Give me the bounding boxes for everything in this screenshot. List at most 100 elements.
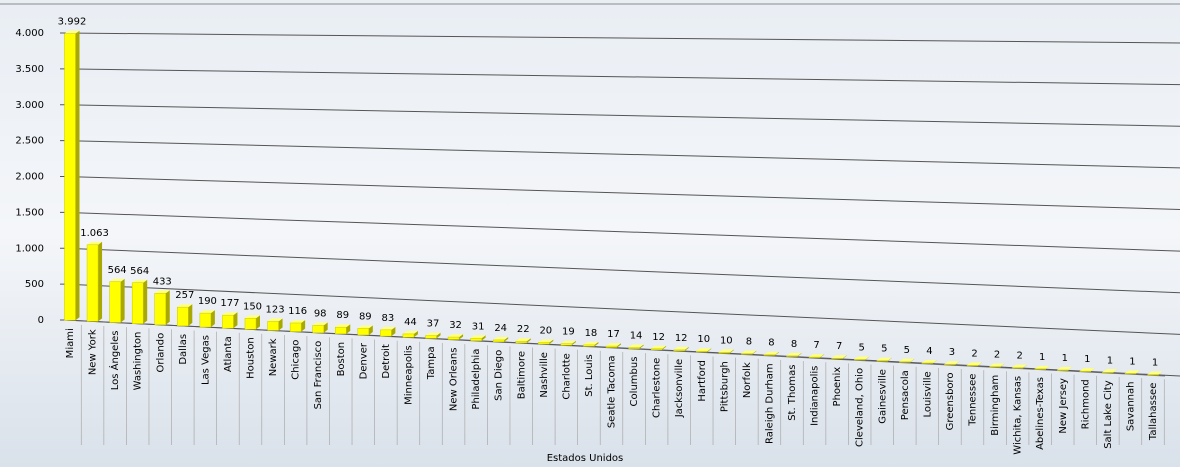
bar-side bbox=[1000, 363, 1005, 367]
x-tick-label: Greensboro bbox=[945, 372, 956, 430]
bar-side bbox=[391, 326, 396, 337]
value-label: 3.992 bbox=[58, 17, 87, 28]
bar-side bbox=[526, 338, 531, 343]
value-label: 32 bbox=[449, 320, 462, 331]
x-tick-label: San Diego bbox=[494, 350, 505, 401]
bar-side bbox=[932, 359, 937, 364]
x-tick-label: Los Ángeles bbox=[108, 331, 121, 391]
bar-top bbox=[741, 350, 757, 354]
x-tick-label: Nashville bbox=[539, 352, 550, 398]
x-tick-label: Norfolk bbox=[742, 362, 753, 398]
value-label: 1 bbox=[1152, 358, 1158, 369]
bar bbox=[64, 33, 76, 321]
value-label: 2 bbox=[994, 350, 1000, 361]
bar-top bbox=[357, 325, 373, 329]
bar bbox=[312, 325, 324, 333]
bar-side bbox=[504, 336, 509, 342]
bar-top bbox=[673, 346, 689, 350]
bar bbox=[650, 348, 663, 350]
bar bbox=[267, 321, 279, 331]
bar bbox=[1034, 368, 1046, 370]
grid-line bbox=[64, 32, 1180, 44]
bar-side bbox=[887, 357, 892, 362]
grid-line bbox=[64, 68, 1180, 86]
x-tick-label: Louisville bbox=[922, 371, 933, 417]
bar bbox=[1102, 372, 1114, 374]
value-label: 5 bbox=[881, 344, 887, 355]
x-axis-title: Estados Unidos bbox=[547, 453, 624, 464]
x-tick-label: Boston bbox=[336, 342, 347, 377]
value-label: 44 bbox=[404, 317, 417, 328]
bar bbox=[402, 333, 415, 338]
bar bbox=[560, 343, 573, 346]
bar-top bbox=[402, 330, 418, 334]
grid-line bbox=[64, 247, 1180, 294]
bar bbox=[1079, 370, 1092, 372]
bar-top bbox=[967, 362, 982, 366]
bar-top bbox=[718, 349, 734, 353]
bar-side bbox=[752, 350, 757, 355]
x-tick-label: Salt Lake City bbox=[1103, 380, 1114, 449]
value-label: 20 bbox=[539, 326, 552, 337]
bar-side bbox=[256, 315, 260, 330]
y-tick-label: 3.000 bbox=[15, 100, 44, 111]
bar-side bbox=[729, 349, 734, 354]
bar-side bbox=[571, 340, 576, 346]
x-tick-label: Atlanta bbox=[223, 336, 234, 372]
y-tick-label: 2.000 bbox=[15, 172, 44, 183]
bar-top bbox=[831, 355, 847, 359]
bar bbox=[131, 282, 144, 324]
bar-side bbox=[549, 339, 554, 345]
bar-top bbox=[493, 336, 509, 340]
bar-side bbox=[278, 318, 283, 331]
bar-side bbox=[662, 345, 667, 350]
bar-top bbox=[1147, 371, 1163, 375]
bar bbox=[425, 335, 437, 339]
x-tick-label: Phoenix bbox=[832, 367, 843, 407]
value-label: 4 bbox=[926, 346, 932, 357]
bar-side bbox=[436, 332, 441, 339]
x-tick-label: Las Vegas bbox=[200, 335, 211, 385]
x-tick-label: San Francisco bbox=[313, 341, 324, 410]
bar-top bbox=[628, 344, 644, 348]
bar-side bbox=[120, 278, 125, 323]
x-tick-label: Seatle Tacoma bbox=[607, 355, 618, 428]
y-tick-label: 3.500 bbox=[15, 64, 44, 75]
x-tick-label: Pensacola bbox=[900, 370, 911, 420]
bar-side bbox=[323, 322, 328, 333]
bar bbox=[447, 336, 460, 340]
x-tick-label: Savannah bbox=[1125, 382, 1136, 432]
bar-top bbox=[606, 343, 621, 347]
bar bbox=[786, 355, 798, 357]
grid-line bbox=[64, 283, 1180, 335]
x-tick-label: Miami bbox=[65, 328, 76, 358]
x-tick-label: Birmingham bbox=[990, 375, 1001, 436]
value-label: 1 bbox=[1062, 353, 1068, 364]
value-label: 177 bbox=[220, 298, 239, 309]
bar bbox=[199, 312, 212, 328]
x-tick-label: Hartford bbox=[697, 360, 708, 402]
bar bbox=[154, 293, 166, 326]
value-label: 3 bbox=[949, 347, 955, 358]
bar-top bbox=[132, 279, 148, 283]
bar-top bbox=[1124, 370, 1140, 374]
x-tick-label: Charlotte bbox=[561, 353, 572, 399]
value-label: 1 bbox=[1039, 352, 1045, 363]
x-tick-label: Gainesville bbox=[877, 369, 888, 424]
bar bbox=[1147, 374, 1159, 376]
value-label: 22 bbox=[517, 324, 530, 335]
bar-side bbox=[774, 351, 779, 356]
bar-top bbox=[245, 315, 260, 319]
grid-line bbox=[64, 176, 1180, 210]
x-tick-label: St. Thomas bbox=[787, 365, 798, 421]
bar bbox=[673, 349, 685, 352]
value-label: 1 bbox=[1129, 356, 1135, 367]
bar-top bbox=[944, 361, 960, 365]
bar-side bbox=[594, 341, 599, 347]
bar-top bbox=[583, 341, 599, 345]
value-label: 31 bbox=[472, 321, 485, 332]
value-label: 564 bbox=[108, 265, 127, 276]
bar-top bbox=[425, 332, 441, 336]
bar-side bbox=[368, 325, 373, 335]
